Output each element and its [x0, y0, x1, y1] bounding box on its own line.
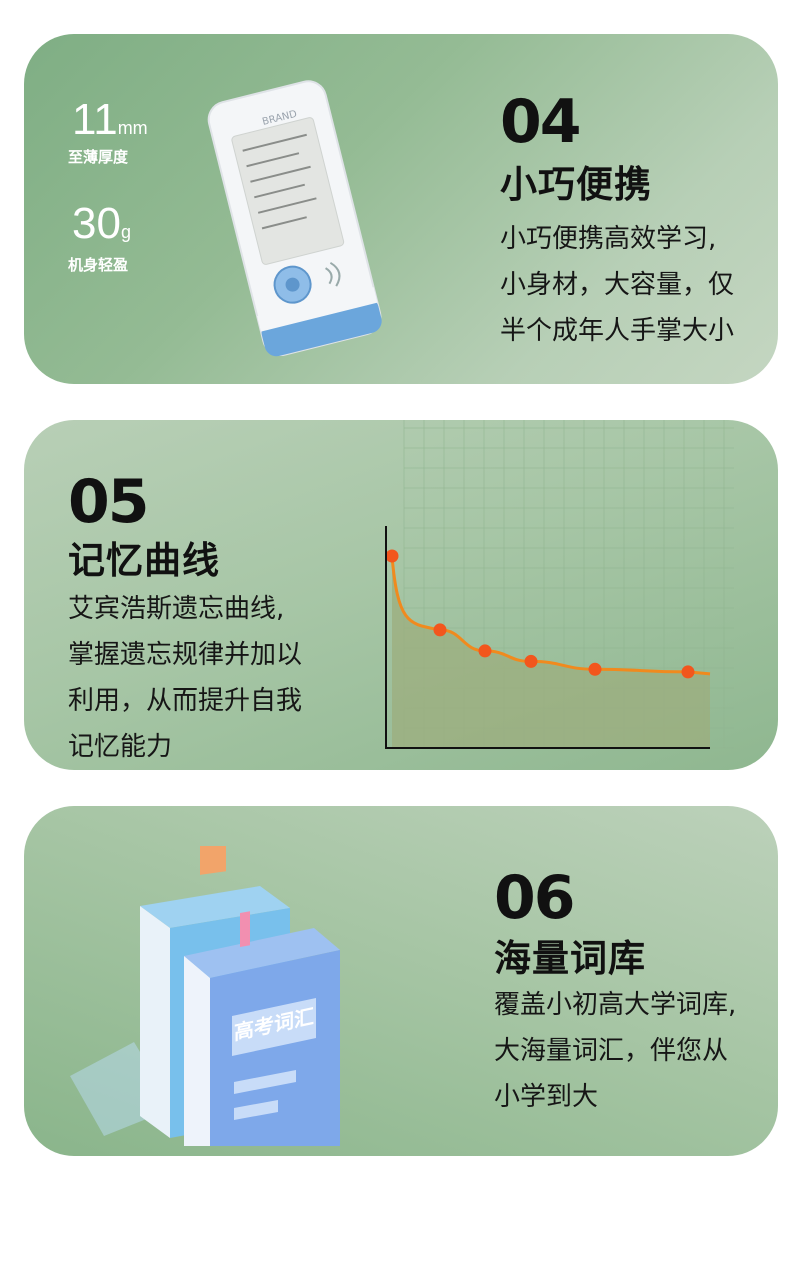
- desc-line: 掌握遗忘规律并加以: [68, 640, 303, 670]
- weight-label: 机身轻盈: [68, 256, 129, 274]
- desc-line: 艾宾浩斯遗忘曲线,: [68, 594, 285, 624]
- thickness-unit: mm: [117, 118, 148, 138]
- section-number: 05: [68, 467, 149, 537]
- desc-line: 大海量词汇，伴您从: [494, 1036, 729, 1066]
- thickness-value: 11: [72, 95, 118, 144]
- section-description: 小巧便携高效学习, 小身材，大容量，仅 半个成年人手掌大小: [500, 216, 734, 354]
- forgetting-curve-chart: [385, 420, 734, 749]
- section-description: 覆盖小初高大学词库, 大海量词汇，伴您从 小学到大: [494, 982, 736, 1120]
- device-image: BRAND: [196, 74, 396, 374]
- section-title: 海量词库: [494, 937, 646, 980]
- curve-point: [588, 662, 602, 676]
- thickness-label: 至薄厚度: [68, 148, 129, 166]
- weight-value: 30: [72, 199, 121, 248]
- curve-line: [390, 555, 711, 676]
- weight-unit: g: [120, 222, 131, 242]
- desc-line: 小学到大: [494, 1082, 599, 1112]
- curve-point: [433, 623, 447, 637]
- feature-card-memory-curve: 05 记忆曲线 艾宾浩斯遗忘曲线, 掌握遗忘规律并加以 利用，从而提升自我 记忆…: [24, 420, 778, 770]
- desc-line: 覆盖小初高大学词库,: [494, 990, 737, 1020]
- feature-card-portable: 11mm 至薄厚度 30g 机身轻盈: [24, 34, 778, 384]
- section-number: 06: [494, 863, 575, 933]
- desc-line: 小巧便携高效学习,: [500, 224, 717, 254]
- thickness-spec: 11mm: [72, 98, 148, 142]
- desc-line: 半个成年人手掌大小: [500, 316, 735, 346]
- feature-card-vocabulary: 高考词汇 06 海量词库 覆盖小初高大学词库, 大海量词汇，伴您从 小学到大: [24, 806, 778, 1156]
- curve-point: [385, 549, 399, 563]
- desc-line: 利用，从而提升自我: [68, 686, 303, 716]
- desc-line: 记忆能力: [68, 732, 173, 762]
- section-number: 04: [500, 87, 581, 157]
- section-description: 艾宾浩斯遗忘曲线, 掌握遗忘规律并加以 利用，从而提升自我 记忆能力: [68, 586, 302, 770]
- section-title: 小巧便携: [500, 163, 652, 206]
- section-title: 记忆曲线: [68, 539, 220, 582]
- curve-point: [478, 644, 492, 658]
- desc-line: 小身材，大容量，仅: [500, 270, 735, 300]
- curve-area: [392, 556, 710, 748]
- curve-point: [681, 665, 695, 679]
- weight-spec: 30g: [72, 202, 131, 246]
- book-illustration: 高考词汇: [64, 831, 374, 1156]
- curve-point: [524, 654, 538, 668]
